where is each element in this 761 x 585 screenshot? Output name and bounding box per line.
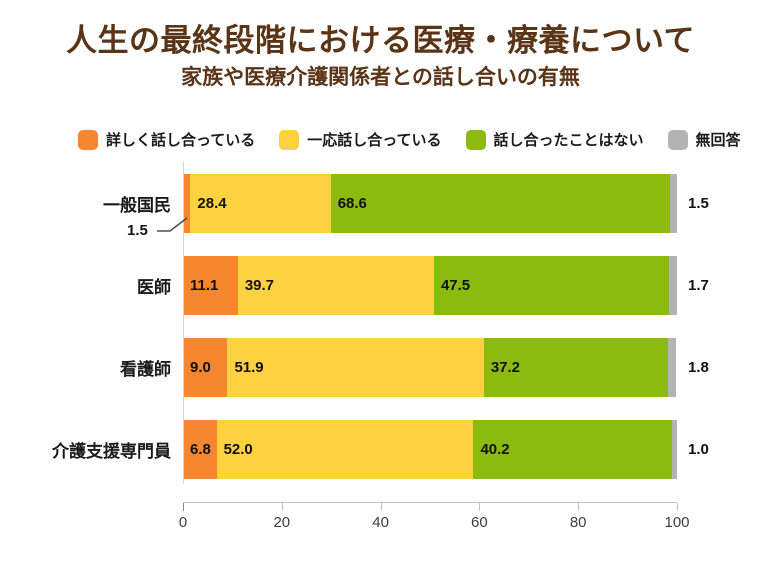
value-label: 37.2 xyxy=(490,359,521,377)
value-label: 51.9 xyxy=(234,359,264,377)
stacked-bar: 11.1 39.7 47.5 xyxy=(183,256,677,316)
legend-item-never: 話し合ったことはない xyxy=(465,129,644,150)
legend-item-noanswer: 無回答 xyxy=(667,129,741,150)
category-label: 一般国民 xyxy=(103,196,171,216)
value-label: 52.0 xyxy=(223,441,253,459)
category-label: 医師 xyxy=(137,278,171,298)
segment-never: 40.2 xyxy=(473,420,673,480)
segment-detail: 11.1 xyxy=(183,256,238,316)
noanswer-value-label: 1.7 xyxy=(688,277,709,295)
legend-label-detail: 詳しく話し合っている xyxy=(106,132,256,150)
chart-subtitle: 家族や医療介護関係者との話し合いの有無 xyxy=(181,66,580,90)
x-axis: 0 20 40 60 80 100 xyxy=(179,502,690,538)
legend: 詳しく話し合っている 一応話し合っている 話し合ったことはない 無回答 xyxy=(78,129,761,150)
stacked-bar-chart: 一般国民 28.4 68.6 1.5 医師 11.1 39. xyxy=(0,161,761,538)
noanswer-value-label: 1.0 xyxy=(688,441,709,459)
axis-tick-label: 40 xyxy=(372,514,389,532)
legend-swatch-yellow-icon xyxy=(279,129,300,150)
bar-row-care-managers: 介護支援専門員 6.8 52.0 40.2 1.0 xyxy=(0,420,761,480)
bar-row-nurses: 看護師 9.0 51.9 37.2 1.8 xyxy=(0,338,761,398)
axis-tick-label: 0 xyxy=(178,514,188,532)
legend-swatch-green-icon xyxy=(465,129,486,150)
value-label: 40.2 xyxy=(480,441,510,459)
axis-tick xyxy=(578,503,580,512)
axis-tick xyxy=(380,503,382,512)
axis-tick-label: 100 xyxy=(664,514,690,532)
legend-swatch-orange-icon xyxy=(78,129,98,150)
segment-some: 52.0 xyxy=(216,420,474,480)
axis-tick xyxy=(281,503,283,512)
chart-page: 人生の最終段階における医療・療養について 家族や医療介護関係者との話し合いの有無… xyxy=(0,23,761,585)
value-label: 28.4 xyxy=(197,195,227,213)
axis-tick xyxy=(479,503,481,512)
value-label: 68.6 xyxy=(337,195,367,213)
segment-noanswer xyxy=(672,420,677,480)
segment-noanswer xyxy=(668,256,677,316)
segment-detail: 6.8 xyxy=(183,420,217,480)
segment-some: 51.9 xyxy=(227,338,484,398)
noanswer-value-label: 1.8 xyxy=(688,359,709,377)
bar-row-doctors: 医師 11.1 39.7 47.5 1.7 xyxy=(0,256,761,316)
value-label: 6.8 xyxy=(190,441,211,459)
legend-swatch-gray-icon xyxy=(667,129,688,150)
value-label: 11.1 xyxy=(190,277,219,295)
axis-tick-label: 60 xyxy=(471,514,488,532)
stacked-bar: 9.0 51.9 37.2 xyxy=(183,338,677,398)
callout-line xyxy=(157,217,188,232)
category-label: 介護支援専門員 xyxy=(52,442,171,462)
segment-detail xyxy=(183,174,191,234)
axis-tick xyxy=(677,503,678,512)
segment-never: 68.6 xyxy=(330,174,670,234)
legend-item-some: 一応話し合っている xyxy=(279,129,442,150)
segment-never: 47.5 xyxy=(433,256,669,316)
axis-tick xyxy=(183,503,184,512)
axis-tick-label: 20 xyxy=(273,514,291,532)
callout-value-label: 1.5 xyxy=(127,222,148,240)
value-label: 9.0 xyxy=(190,359,211,377)
zero-axis-line xyxy=(183,161,184,485)
stacked-bar: 28.4 68.6 xyxy=(183,174,677,234)
segment-detail: 9.0 xyxy=(183,338,228,398)
noanswer-value-label: 1.5 xyxy=(688,195,709,213)
legend-label-never: 話し合ったことはない xyxy=(493,132,644,150)
legend-label-noanswer: 無回答 xyxy=(695,132,741,150)
chart-title: 人生の最終段階における医療・療養について xyxy=(65,23,696,58)
category-label: 看護師 xyxy=(120,360,171,380)
segment-some: 28.4 xyxy=(190,174,331,234)
bar-row-general-public: 一般国民 28.4 68.6 1.5 xyxy=(0,174,761,234)
axis-tick-label: 80 xyxy=(569,514,587,532)
value-label: 39.7 xyxy=(244,277,275,295)
legend-label-some: 一応話し合っている xyxy=(307,132,442,150)
segment-some: 39.7 xyxy=(237,256,434,316)
segment-noanswer xyxy=(667,338,677,398)
legend-item-detail: 詳しく話し合っている xyxy=(78,129,255,150)
segment-noanswer xyxy=(669,174,677,234)
stacked-bar: 6.8 52.0 40.2 xyxy=(183,420,677,480)
value-label: 47.5 xyxy=(440,277,471,295)
segment-never: 37.2 xyxy=(483,338,668,398)
